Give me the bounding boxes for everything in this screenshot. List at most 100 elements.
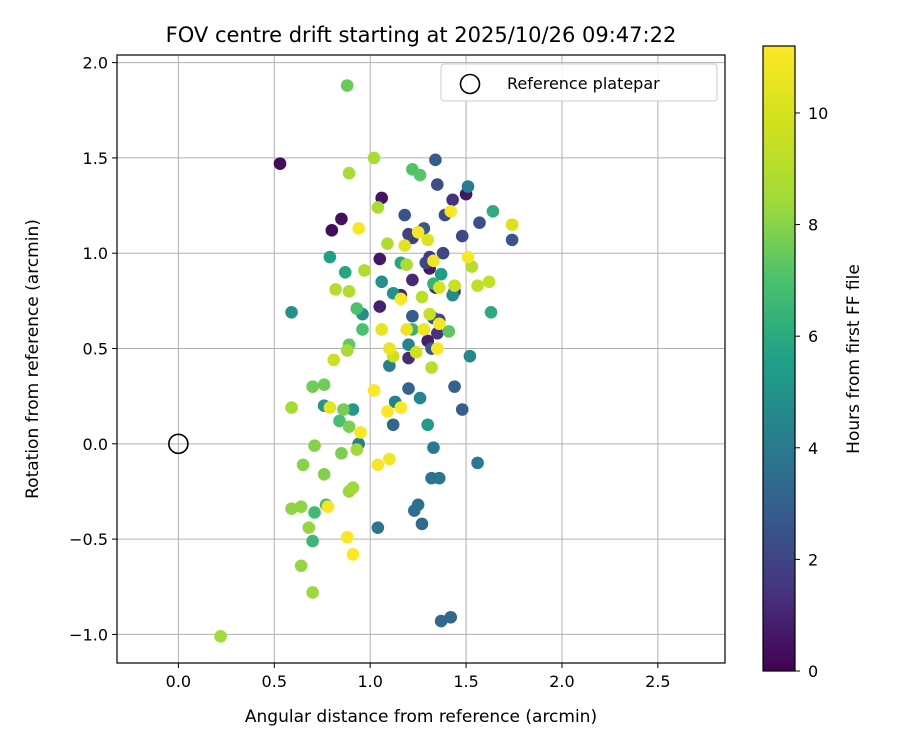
data-point <box>482 275 496 289</box>
y-tick-label: 1.0 <box>83 244 108 263</box>
data-point <box>431 178 444 191</box>
data-point <box>375 323 388 336</box>
data-point <box>333 414 346 428</box>
x-tick-label: 2.0 <box>549 672 574 691</box>
colorbar-tick-label: 4 <box>808 439 818 458</box>
data-point <box>371 458 385 472</box>
data-point <box>415 517 429 531</box>
data-point <box>406 309 419 323</box>
data-point <box>306 380 319 393</box>
data-point <box>398 239 411 252</box>
legend-marker <box>459 73 481 95</box>
data-point <box>413 391 427 405</box>
y-tick-label: −0.5 <box>69 530 108 549</box>
data-point <box>448 279 461 292</box>
data-point <box>317 378 331 392</box>
y-tick-label: −1.0 <box>69 625 108 644</box>
data-point <box>434 267 448 281</box>
data-point <box>402 227 415 241</box>
data-point <box>323 401 337 414</box>
reference-marker <box>168 433 189 455</box>
data-point <box>381 405 394 418</box>
data-point <box>429 153 442 167</box>
data-point <box>354 426 367 439</box>
data-point <box>427 254 440 268</box>
data-point <box>431 342 444 355</box>
data-point <box>296 458 310 472</box>
data-point <box>371 521 385 534</box>
data-point <box>386 418 400 432</box>
data-point <box>411 225 425 239</box>
y-axis-ticks: −1.0 −0.5 0.0 0.5 1.0 1.5 2.0 <box>69 54 117 644</box>
colorbar: 0 2 4 6 8 10 Hours from first FF file <box>762 45 864 681</box>
data-point <box>394 292 408 306</box>
data-point <box>302 521 316 534</box>
data-point <box>317 468 331 481</box>
y-axis-label: Rotation from reference (arcmin) <box>23 219 43 499</box>
data-point <box>373 300 387 313</box>
colorbar-tick-label: 10 <box>808 104 828 123</box>
data-point <box>421 233 435 247</box>
colorbar-tick-label: 8 <box>808 216 818 235</box>
data-point <box>329 283 342 296</box>
data-point <box>394 401 408 414</box>
data-point <box>346 403 360 416</box>
data-point <box>367 151 381 165</box>
data-point <box>406 273 419 287</box>
data-point <box>327 353 341 367</box>
x-axis-ticks: 0.0 0.5 1.0 1.5 2.0 2.5 <box>166 663 671 691</box>
data-point <box>346 548 360 561</box>
data-point <box>484 306 498 319</box>
colorbar-tick-label: 6 <box>808 327 818 346</box>
data-point <box>400 258 413 271</box>
data-point <box>323 250 337 264</box>
data-point <box>411 498 425 512</box>
legend-box <box>440 63 718 102</box>
y-tick-label: 0.5 <box>83 340 108 359</box>
data-point <box>431 326 444 340</box>
data-point <box>442 325 456 338</box>
data-point <box>455 403 469 416</box>
data-point <box>432 317 446 331</box>
data-point <box>338 265 352 279</box>
y-tick-label: 2.0 <box>83 54 108 73</box>
colorbar-frame <box>762 45 796 672</box>
x-axis-label: Angular distance from reference (arcmin) <box>245 707 597 727</box>
data-point <box>505 233 519 247</box>
colorbar-gradient <box>763 46 795 671</box>
data-point <box>285 306 298 319</box>
plot-frame <box>116 54 726 664</box>
data-point <box>342 420 356 433</box>
data-point <box>465 260 479 273</box>
colorbar-label: Hours from first FF file <box>844 264 864 454</box>
data-point <box>306 534 319 548</box>
data-point <box>346 481 360 494</box>
data-point <box>432 471 446 485</box>
data-point <box>446 193 459 207</box>
data-point <box>285 502 298 515</box>
x-tick-label: 2.5 <box>645 672 670 691</box>
data-point <box>383 342 396 355</box>
data-point <box>463 349 477 363</box>
data-point <box>340 530 354 544</box>
data-point <box>356 323 369 336</box>
colorbar-tick-label: 0 <box>808 662 818 681</box>
data-point <box>308 439 321 453</box>
data-point <box>335 447 348 460</box>
data-point <box>375 191 388 205</box>
data-point <box>358 264 371 277</box>
data-point <box>367 384 381 397</box>
data-point <box>461 250 475 264</box>
data-point <box>342 285 356 298</box>
data-point <box>417 323 431 336</box>
data-point <box>350 443 364 456</box>
data-point <box>398 208 411 222</box>
data-points <box>214 79 519 643</box>
data-point <box>425 361 438 374</box>
data-point <box>471 279 484 292</box>
legend-label: Reference platepar <box>507 74 660 93</box>
data-point <box>427 441 440 454</box>
data-point <box>371 201 385 214</box>
data-point <box>400 323 413 336</box>
